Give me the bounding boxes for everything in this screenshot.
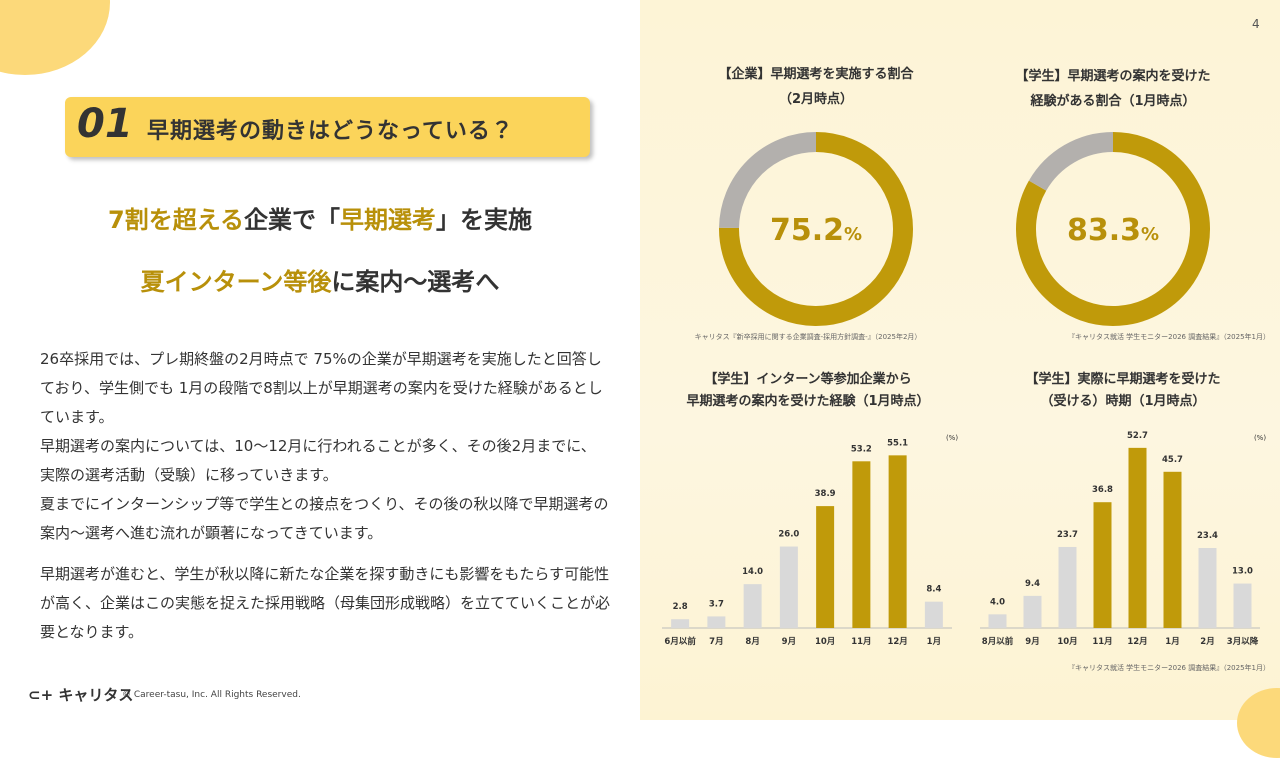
source-note: 『キャリタス就活 学生モニター2026 調査結果』（2025年1月） bbox=[1068, 332, 1270, 341]
logo-text: キャリタス bbox=[58, 686, 134, 704]
source-note: 『キャリタス就活 学生モニター2026 調査結果』（2025年1月） bbox=[1068, 663, 1270, 672]
headline-segment: 企業で「 bbox=[243, 206, 340, 234]
value-label: 26.0 bbox=[778, 530, 799, 540]
headline-segment: に案内～選考へ bbox=[331, 268, 500, 296]
bar bbox=[779, 546, 798, 628]
value-label: 9.4 bbox=[1025, 579, 1040, 589]
value-label: 38.9 bbox=[815, 489, 836, 499]
x-tick-label: 1月 bbox=[1165, 637, 1179, 647]
donut-segment bbox=[1028, 132, 1114, 191]
section-number: 01 bbox=[77, 101, 133, 147]
x-tick-label: 9月 bbox=[1025, 637, 1039, 647]
x-tick-label: 1月 bbox=[927, 637, 941, 647]
bar bbox=[1023, 595, 1042, 628]
x-tick-label: 10月 bbox=[1057, 637, 1077, 647]
bar bbox=[671, 619, 690, 628]
copyright: © Career-tasu, Inc. All Rights Reserved. bbox=[122, 690, 301, 700]
bar bbox=[888, 455, 907, 628]
unit-label: (%) bbox=[1254, 434, 1266, 442]
value-label: 53.2 bbox=[851, 444, 872, 454]
x-tick-label: 12月 bbox=[887, 637, 907, 647]
bar bbox=[816, 506, 835, 628]
value-label: 23.4 bbox=[1197, 531, 1218, 541]
value-label: 4.0 bbox=[990, 597, 1005, 607]
x-tick-label: 10月 bbox=[815, 637, 835, 647]
headline-segment: 7割を超える bbox=[108, 206, 244, 234]
bar bbox=[707, 616, 726, 628]
value-label: 55.1 bbox=[887, 438, 908, 448]
value-label: 2.8 bbox=[673, 602, 688, 612]
left-panel: 01 早期選考の動きはどうなっている？ 7割を超える企業で「早期選考」を実施 夏… bbox=[0, 0, 640, 720]
paragraph: 早期選考の案内については、10～12月に行われることが多く、その後2月までに、実… bbox=[40, 437, 596, 484]
bar bbox=[852, 461, 871, 628]
center-unit: % bbox=[844, 224, 862, 245]
paragraph: 26卒採用では、プレ期終盤の2月時点で 75%の企業が早期選考を実施したと回答し… bbox=[40, 350, 603, 426]
paragraph: 早期選考が進むと、学生が秋以降に新たな企業を探す動きにも影響をもたらす可能性が高… bbox=[40, 565, 611, 641]
donut-segment bbox=[719, 132, 817, 229]
value-label: 13.0 bbox=[1232, 567, 1253, 577]
x-tick-label: 12月 bbox=[1127, 637, 1147, 647]
x-tick-label: 8月以前 bbox=[982, 636, 1014, 647]
unit-label: (%) bbox=[946, 434, 958, 442]
bar bbox=[1198, 548, 1217, 628]
bar bbox=[1093, 502, 1112, 628]
value-label: 14.0 bbox=[742, 567, 763, 577]
bar bbox=[924, 601, 943, 628]
chart-title: 【学生】インターン等参加企業から bbox=[704, 371, 911, 387]
donut-segment bbox=[1016, 132, 1210, 326]
paragraph: 夏までにインターンシップ等で学生との接点をつくり、その後の秋以降で早期選考の案内… bbox=[40, 495, 609, 542]
chart-title: （2月時点） bbox=[779, 91, 853, 107]
value-label: 8.4 bbox=[926, 585, 941, 595]
decoration bbox=[0, 0, 110, 75]
bar bbox=[1163, 471, 1182, 628]
bar bbox=[743, 584, 762, 628]
page-number: 4 bbox=[1252, 17, 1260, 31]
x-tick-label: 11月 bbox=[1092, 637, 1112, 647]
value-label: 45.7 bbox=[1162, 455, 1183, 465]
headline-segment: 早期選考 bbox=[339, 206, 436, 234]
headline: 7割を超える企業で「早期選考」を実施 bbox=[0, 200, 640, 235]
headline-segment: 」を実施 bbox=[435, 206, 532, 234]
center-value: 83.3 bbox=[1067, 213, 1141, 248]
chart-title: 【学生】早期選考の案内を受けた bbox=[1015, 68, 1210, 84]
x-tick-label: 7月 bbox=[709, 637, 723, 647]
headline: 夏インターン等後に案内～選考へ bbox=[0, 262, 640, 297]
value-label: 36.8 bbox=[1092, 485, 1113, 495]
section-badge: 01 早期選考の動きはどうなっている？ bbox=[65, 97, 590, 157]
x-tick-label: 3月以降 bbox=[1227, 636, 1259, 647]
chart-title: 【学生】実際に早期選考を受けた bbox=[1025, 371, 1220, 387]
value-label: 23.7 bbox=[1057, 530, 1078, 540]
section-heading: 早期選考の動きはどうなっている？ bbox=[147, 119, 514, 144]
x-tick-label: 6月以前 bbox=[664, 636, 696, 647]
chart-title: 【企業】早期選考を実施する割合 bbox=[718, 66, 914, 82]
value-label: 52.7 bbox=[1127, 431, 1148, 441]
chart-title: 早期選考の案内を受けた経験（1月時点） bbox=[686, 393, 929, 409]
value-label: 3.7 bbox=[709, 599, 724, 609]
center-label: 83.3% bbox=[1067, 213, 1159, 248]
logo: ⊂+ キャリタス bbox=[28, 686, 134, 704]
chart-title: （受ける）時期（1月時点） bbox=[1040, 393, 1205, 409]
x-tick-label: 8月 bbox=[745, 637, 759, 647]
x-tick-label: 2月 bbox=[1200, 637, 1214, 647]
charts: 【企業】早期選考を実施する割合 （2月時点） 75.2% キャリタス『新卒採用に関する… bbox=[662, 66, 1270, 672]
bar bbox=[1058, 546, 1077, 628]
bar bbox=[1128, 447, 1147, 628]
center-label: 75.2% bbox=[770, 213, 862, 248]
center-value: 75.2 bbox=[770, 213, 844, 248]
chart-title: 経験がある割合（1月時点） bbox=[1029, 93, 1195, 109]
bar bbox=[988, 614, 1007, 628]
x-tick-label: 11月 bbox=[851, 637, 871, 647]
body-text: 26卒採用では、プレ期終盤の2月時点で 75%の企業が早期選考を実施したと回答し… bbox=[40, 345, 610, 647]
source-note: キャリタス『新卒採用に関する企業調査-採用方針調査-』（2025年2月） bbox=[695, 332, 922, 341]
bar bbox=[1233, 583, 1252, 628]
x-tick-label: 9月 bbox=[782, 637, 796, 647]
headline-segment: 夏インターン等後 bbox=[140, 268, 332, 296]
center-unit: % bbox=[1141, 224, 1159, 245]
donut-segment bbox=[719, 132, 913, 326]
